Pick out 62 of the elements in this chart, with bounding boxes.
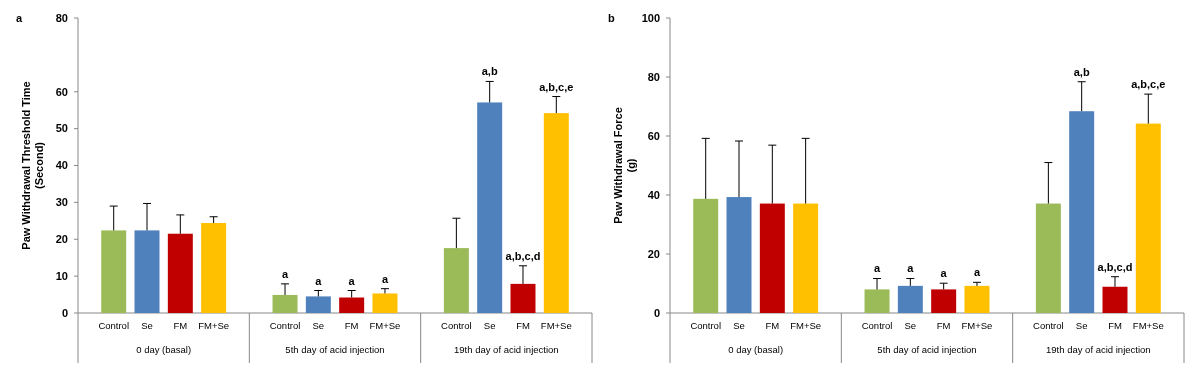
y-tick-label: 60	[55, 85, 68, 98]
x-tick-label: Control	[98, 320, 130, 331]
data-label: a,b,c,e	[539, 80, 574, 93]
x-tick-label: Control	[441, 320, 472, 331]
data-label: a,b	[1073, 65, 1090, 78]
x-tick-label: FM	[516, 320, 530, 331]
text: 0 day (basal)	[136, 344, 192, 355]
x-tick-label: Se	[733, 320, 745, 331]
data-label: a	[940, 267, 948, 280]
x-tick-label: Se	[904, 320, 917, 331]
data-label: a	[315, 274, 323, 287]
y-tick-label: 20	[55, 233, 68, 246]
text: 19th day of acid injection	[454, 344, 559, 355]
y-tick-label: 0	[653, 306, 660, 319]
y-tick-label: 0	[61, 306, 68, 319]
x-tick-label: Control	[269, 320, 301, 331]
x-tick-label: FM	[344, 320, 359, 331]
x-tick-label: Se	[312, 320, 325, 331]
x-tick-label: Control	[1033, 320, 1064, 331]
x-tick-label: FM	[765, 320, 780, 331]
x-tick-label: FM+Se	[790, 320, 822, 331]
x-tick-label: Se	[483, 320, 496, 331]
y-tick-label: 50	[55, 122, 68, 135]
x-tick-label: FM+Se	[369, 320, 401, 331]
chart-title: b	[608, 12, 615, 24]
x-tick-label: FM+Se	[1132, 320, 1164, 331]
y-axis-title: Paw Withdrawal Force (g)	[612, 107, 637, 224]
text: 5th day of acid injection	[285, 344, 385, 355]
text: 19th day of acid injection	[1046, 344, 1151, 355]
x-tick-label: FM+Se	[961, 320, 993, 331]
y-tick-label: 30	[55, 196, 68, 209]
data-label: a	[348, 274, 356, 287]
x-tick-label: FM+Se	[540, 320, 572, 331]
y-tick-label: 10	[55, 269, 68, 282]
x-tick-label: Control	[861, 320, 893, 331]
y-tick-label: 80	[55, 11, 68, 24]
text: 5th day of acid injection	[877, 344, 977, 355]
y-tick-label: 20	[647, 247, 660, 260]
x-tick-label: Se	[141, 320, 153, 331]
data-label: a	[907, 262, 915, 275]
data-label: a	[381, 272, 389, 285]
y-axis-title: Paw Withdrawal Threshold Time (Second)	[20, 81, 45, 250]
y-tick-label: 100	[641, 11, 660, 24]
y-tick-label: 60	[647, 129, 660, 142]
x-tick-label: Control	[690, 320, 722, 331]
data-label: a,b,c,d	[1097, 260, 1133, 273]
x-tick-label: FM	[936, 320, 951, 331]
data-label: a	[873, 262, 881, 275]
data-label: a,b	[481, 65, 498, 78]
data-label: a,b,c,d	[505, 249, 541, 262]
text: 0 day (basal)	[728, 344, 784, 355]
data-label: a,b,c,e	[1131, 78, 1166, 91]
chart-title: a	[16, 12, 23, 24]
x-tick-label: FM	[1108, 320, 1122, 331]
data-label: a	[281, 267, 289, 280]
y-tick-label: 80	[647, 70, 660, 83]
y-tick-label: 40	[647, 188, 660, 201]
x-tick-label: FM+Se	[198, 320, 230, 331]
data-label: a	[973, 266, 981, 279]
x-tick-label: Se	[1075, 320, 1088, 331]
x-tick-label: FM	[173, 320, 188, 331]
y-tick-label: 40	[55, 159, 68, 172]
